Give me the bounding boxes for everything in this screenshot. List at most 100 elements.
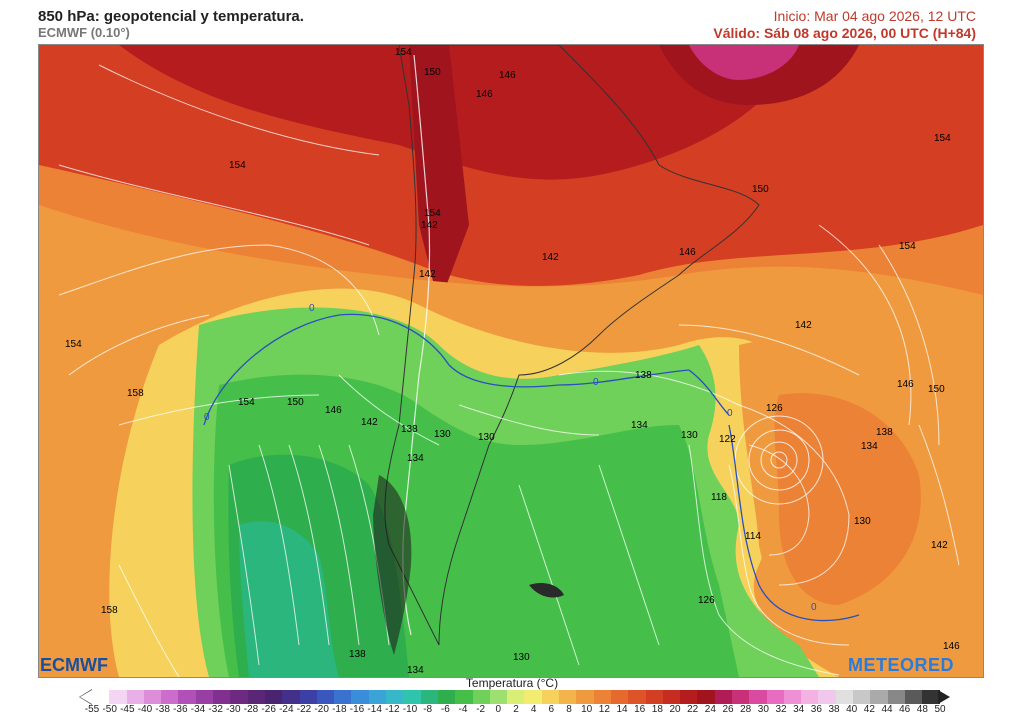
legend-color-cell [731,690,750,704]
isoline-label: 154 [238,397,255,408]
legend-color-cell [264,690,283,704]
legend-color-cell [714,690,732,704]
legend-color-cell [299,690,317,704]
legend-color-cell [161,690,179,704]
legend-color-cell [887,690,905,704]
legend-tick-label: 8 [566,704,572,715]
meteored-logo: METEORED [848,655,955,675]
isoline-label: 150 [424,67,441,78]
legend-tick-label: -4 [458,704,468,715]
legend-tick-label: 38 [828,704,840,715]
legend-color-cell [420,690,438,704]
legend-color-cell [195,690,214,704]
isoline-label: 142 [931,540,948,551]
legend-tick-label: -2 [476,704,486,715]
isoline-label: 138 [349,649,366,660]
init-time: Inicio: Mar 04 ago 2026, 12 UTC [773,8,976,24]
legend-tick-label: 30 [757,704,769,715]
isoline-label: 158 [101,605,118,616]
isotherm-zero-label: 0 [727,408,733,419]
isoline-label: 130 [681,430,698,441]
legend-color-cell [559,690,577,704]
legend-tick-label: 48 [916,704,928,715]
isoline-label: 146 [499,70,516,81]
weather-map[interactable]: 154 150 146 146 154 154 154 150 154 142 … [38,44,984,678]
legend-tick-label: 4 [530,704,537,715]
valid-time: Válido: Sáb 08 ago 2026, 00 UTC (H+84) [713,25,976,41]
legend-color-cell [126,690,144,704]
isoline-label: 134 [631,420,648,431]
legend-tick-label: -45 [120,704,135,715]
legend-tick-label: -38 [155,704,170,715]
isoline-label: 138 [876,427,893,438]
model-label: ECMWF (0.10°) [38,25,130,40]
isoline-label: 146 [679,247,696,258]
legend-tick-label: 42 [863,704,875,715]
legend-color-cell [178,690,196,704]
isoline-label: 142 [795,320,812,331]
legend-tick-label: 50 [934,704,946,715]
legend-color-cell [697,690,715,704]
legend-tick-label: 18 [651,704,663,715]
isotherm-zero-label: 0 [204,412,210,423]
legend-color-cell [437,690,456,704]
legend-color-cell [783,690,802,704]
legend-tick-label: -20 [314,704,329,715]
legend-color-cell [403,690,421,704]
isotherm-zero-label: 0 [309,303,315,314]
legend-color-cell [766,690,784,704]
legend-color-cell [853,690,871,704]
legend-tick-label: -55 [84,704,100,715]
isoline-label: 122 [719,434,736,445]
legend-arrow-right [938,690,950,704]
legend-color-cell [213,690,231,704]
legend-color-cell [801,690,819,704]
isoline-label: 134 [407,665,424,676]
legend-tick-label: 6 [548,704,555,715]
legend-color-cell [628,690,646,704]
legend-tick-label: 36 [810,704,822,715]
legend-color-cell [922,690,940,704]
ecmwf-logo: ECMWF [40,655,108,675]
isoline-label: 130 [513,652,530,663]
legend-tick-label: -34 [190,704,206,715]
legend-color-cell [489,690,508,704]
legend-tick-label: 20 [669,704,681,715]
isoline-label: 142 [542,252,559,263]
legend-tick-label: 34 [793,704,805,715]
legend-tick-label: -18 [332,704,347,715]
isoline-label: 154 [899,241,916,252]
legend-arrow-left-fill [80,690,92,704]
legend-color-cell [247,690,265,704]
isoline-label: 154 [934,133,951,144]
legend-color-cell [576,690,594,704]
legend-tick-label: 22 [687,704,699,715]
legend-color-cell [904,690,923,704]
map-title: 850 hPa: geopotencial y temperatura. [38,8,304,25]
legend-color-cell [143,690,162,704]
legend-tick-label: -40 [137,704,153,715]
legend-tick-label: 26 [722,704,734,715]
legend-tick-label: 44 [881,704,893,715]
legend-color-cell [541,690,560,704]
legend-color-cell [593,690,611,704]
legend-tick-label: -32 [208,704,223,715]
legend-color-cell [316,690,335,704]
legend-color-cell [507,690,525,704]
legend-tick-label: -26 [261,704,276,715]
isoline-label: 142 [421,220,438,231]
legend-color-cell [645,690,663,704]
isoline-label: 150 [928,384,945,395]
legend-tick-label: 16 [634,704,646,715]
legend-color-cell [835,690,854,704]
isoline-label: 138 [401,424,418,435]
legend-tick-label: 10 [581,704,593,715]
legend-color-cell [109,690,127,704]
legend-color-cell [334,690,352,704]
isoline-label: 154 [424,208,441,219]
color-scale-labels: -55 -50 -45 -40 -38 -36 -34 -32 -30 -28 -26 -24 -22-… [85,704,946,718]
isotherm-zero-label: 0 [593,377,599,388]
isoline-label: 138 [635,370,652,381]
isoline-label: 130 [478,432,495,443]
isoline-label: 126 [698,595,715,606]
